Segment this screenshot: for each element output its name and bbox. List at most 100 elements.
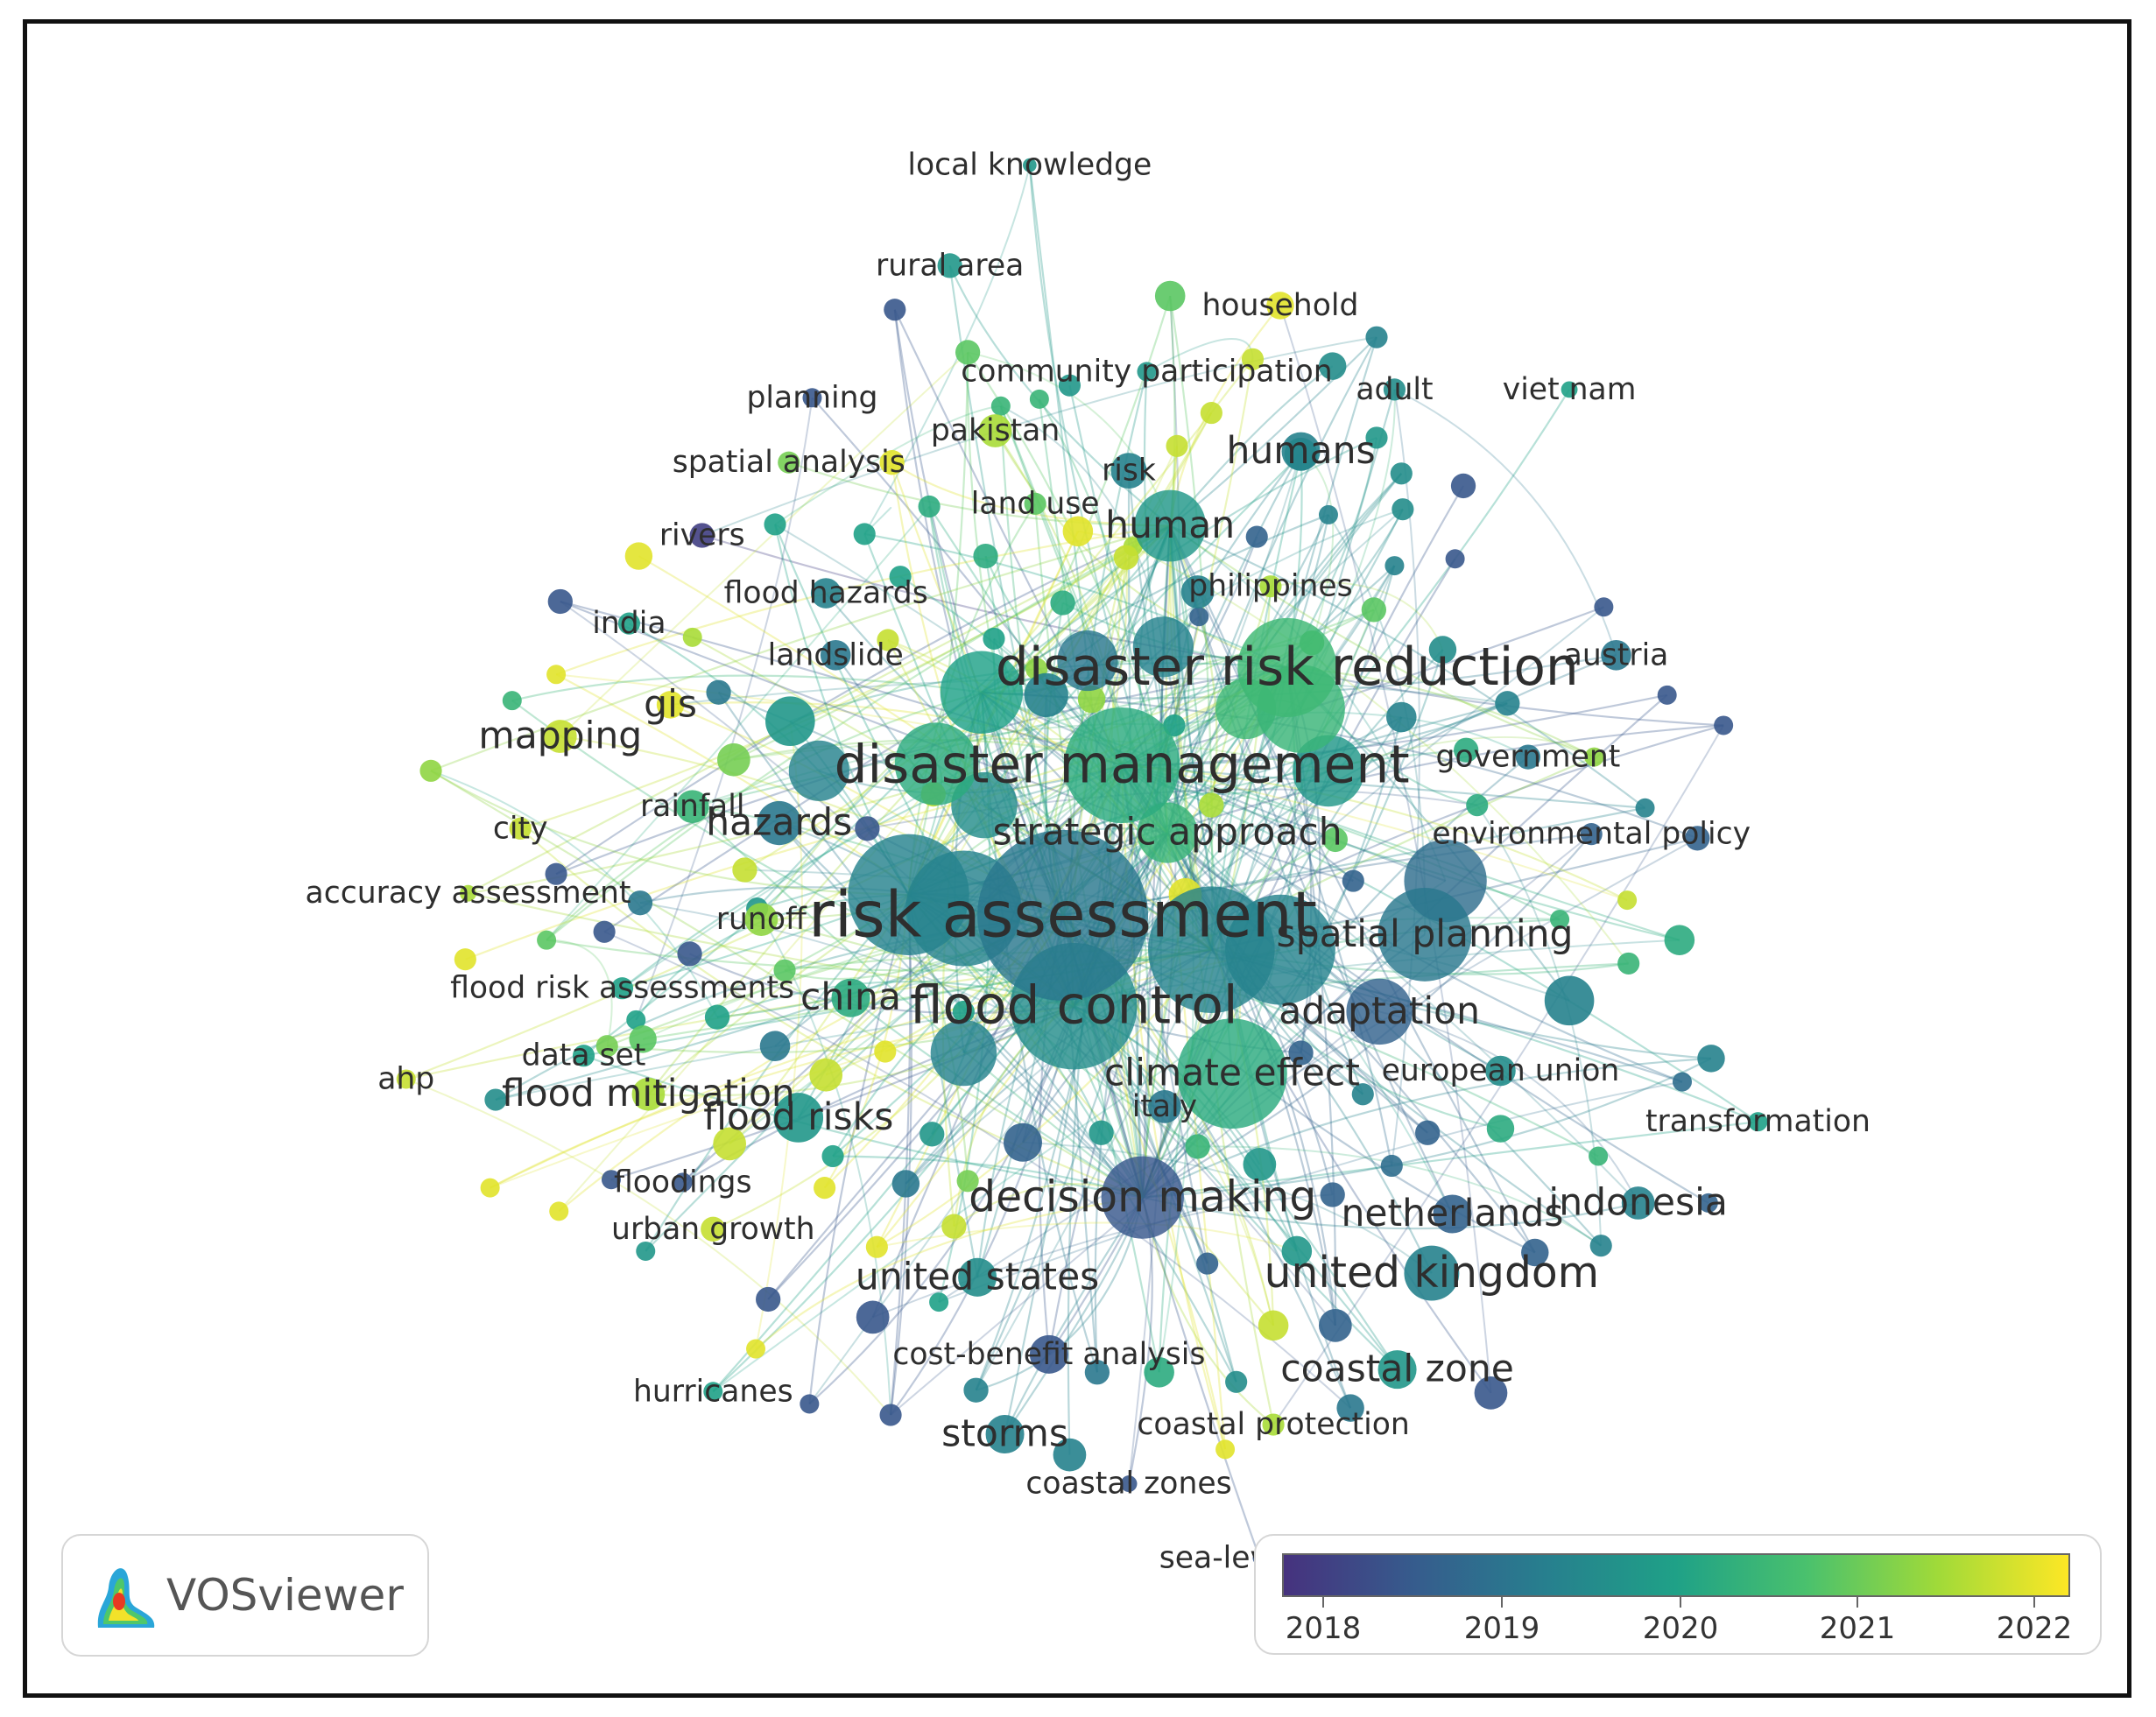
network-node[interactable] xyxy=(919,1122,945,1147)
network-node[interactable] xyxy=(877,629,899,651)
network-node[interactable] xyxy=(1189,607,1209,627)
network-node[interactable] xyxy=(1318,352,1347,380)
network-node[interactable] xyxy=(1433,1194,1472,1234)
network-node[interactable] xyxy=(396,1069,416,1089)
network-node[interactable] xyxy=(820,639,851,671)
network-node[interactable] xyxy=(509,817,532,840)
network-node[interactable] xyxy=(549,1201,569,1221)
network-node[interactable] xyxy=(1635,798,1655,818)
node-label-floodings[interactable]: floodings xyxy=(614,1165,752,1200)
network-node[interactable] xyxy=(636,1241,656,1261)
node-label-european-union[interactable]: european union xyxy=(1382,1053,1620,1088)
network-node[interactable] xyxy=(1154,280,1186,312)
network-node[interactable] xyxy=(874,1040,897,1063)
network-node[interactable] xyxy=(1132,616,1194,678)
network-node[interactable] xyxy=(1262,1413,1285,1436)
network-node[interactable] xyxy=(1495,691,1520,716)
node-label-landslide[interactable]: landslide xyxy=(768,637,904,672)
network-node[interactable] xyxy=(502,691,522,711)
network-node[interactable] xyxy=(814,1177,836,1200)
network-node[interactable] xyxy=(1698,1193,1718,1213)
node-label-flood-mitigation[interactable]: flood mitigation xyxy=(502,1073,795,1115)
network-node[interactable] xyxy=(978,414,1012,447)
node-label-land-use[interactable]: land use xyxy=(971,486,1100,521)
node-label-community-participation[interactable]: community participation xyxy=(961,354,1333,389)
network-node[interactable] xyxy=(419,759,442,782)
network-node[interactable] xyxy=(1617,890,1638,911)
node-label-spatial-analysis[interactable]: spatial analysis xyxy=(673,445,905,480)
network-node[interactable] xyxy=(1245,525,1268,548)
node-label-philippines[interactable]: philippines xyxy=(1188,569,1352,604)
network-node[interactable] xyxy=(918,495,941,518)
network-node[interactable] xyxy=(1062,516,1094,547)
network-node[interactable] xyxy=(744,903,779,936)
network-node[interactable] xyxy=(1672,1072,1692,1092)
network-node[interactable] xyxy=(1336,1394,1364,1422)
network-node[interactable] xyxy=(1580,823,1603,846)
network-node[interactable] xyxy=(937,253,962,278)
network-node[interactable] xyxy=(1428,636,1457,664)
node-label-environmental-policy[interactable]: environmental policy xyxy=(1432,817,1751,852)
network-node[interactable] xyxy=(1544,975,1595,1026)
network-node[interactable] xyxy=(778,451,800,474)
network-node[interactable] xyxy=(853,523,876,545)
network-node[interactable] xyxy=(1024,492,1046,515)
network-node[interactable] xyxy=(1084,1360,1110,1385)
node-label-cost-benefit-analysis[interactable]: cost-benefit analysis xyxy=(892,1337,1205,1372)
node-label-government[interactable]: government xyxy=(1436,740,1621,775)
node-label-risk[interactable]: risk xyxy=(1102,454,1156,489)
network-node[interactable] xyxy=(1134,489,1207,562)
network-node[interactable] xyxy=(1148,1090,1181,1123)
network-node[interactable] xyxy=(543,720,577,753)
network-node[interactable] xyxy=(1392,498,1414,521)
node-label-united-states[interactable]: united states xyxy=(856,1256,1099,1298)
network-node[interactable] xyxy=(629,1025,657,1053)
network-node[interactable] xyxy=(856,1300,890,1334)
node-label-india[interactable]: india xyxy=(592,606,666,641)
network-node[interactable] xyxy=(879,450,905,475)
network-node[interactable] xyxy=(1064,707,1180,824)
network-node[interactable] xyxy=(990,396,1011,416)
network-node[interactable] xyxy=(1180,575,1215,609)
node-label-decision-making[interactable]: decision making xyxy=(969,1173,1316,1222)
network-node[interactable] xyxy=(595,1035,618,1058)
network-node[interactable] xyxy=(891,1170,920,1198)
node-label-runoff[interactable]: runoff xyxy=(716,902,807,937)
network-node[interactable] xyxy=(746,1339,766,1359)
network-node[interactable] xyxy=(1351,1083,1374,1106)
node-label-city[interactable]: city xyxy=(493,811,548,846)
network-node[interactable] xyxy=(1318,1308,1352,1342)
network-node[interactable] xyxy=(958,1257,997,1297)
network-node[interactable] xyxy=(1515,744,1541,770)
network-node[interactable] xyxy=(1748,1112,1768,1132)
node-label-coastal-zones[interactable]: coastal zones xyxy=(1025,1467,1231,1502)
node-label-flood-control[interactable]: flood control xyxy=(910,976,1238,1037)
network-node[interactable] xyxy=(1415,1120,1441,1145)
network-node[interactable] xyxy=(1485,1055,1516,1087)
network-node[interactable] xyxy=(1365,426,1388,449)
network-node[interactable] xyxy=(1029,389,1049,409)
network-node[interactable] xyxy=(1196,1252,1219,1275)
network-node[interactable] xyxy=(480,1178,500,1198)
node-label-viet-nam[interactable]: viet nam xyxy=(1503,372,1637,407)
network-node[interactable] xyxy=(977,829,1149,1001)
network-node[interactable] xyxy=(930,1019,997,1087)
node-label-adult[interactable]: adult xyxy=(1356,372,1433,407)
network-node[interactable] xyxy=(1380,1154,1403,1178)
network-node[interactable] xyxy=(704,1004,730,1030)
network-node[interactable] xyxy=(1022,158,1037,172)
network-node[interactable] xyxy=(1697,1045,1725,1073)
network-node[interactable] xyxy=(1601,639,1631,671)
network-node[interactable] xyxy=(855,816,880,841)
network-node[interactable] xyxy=(1120,1475,1138,1493)
network-node[interactable] xyxy=(1342,869,1364,892)
node-label-risk-assessment[interactable]: risk assessment xyxy=(808,878,1317,952)
network-node[interactable] xyxy=(1550,910,1570,930)
network-node[interactable] xyxy=(1148,886,1275,1013)
network-node[interactable] xyxy=(677,941,702,967)
network-node[interactable] xyxy=(756,1286,781,1312)
network-node[interactable] xyxy=(1318,504,1338,524)
network-node[interactable] xyxy=(1029,1334,1068,1374)
network-node[interactable] xyxy=(1293,735,1364,807)
